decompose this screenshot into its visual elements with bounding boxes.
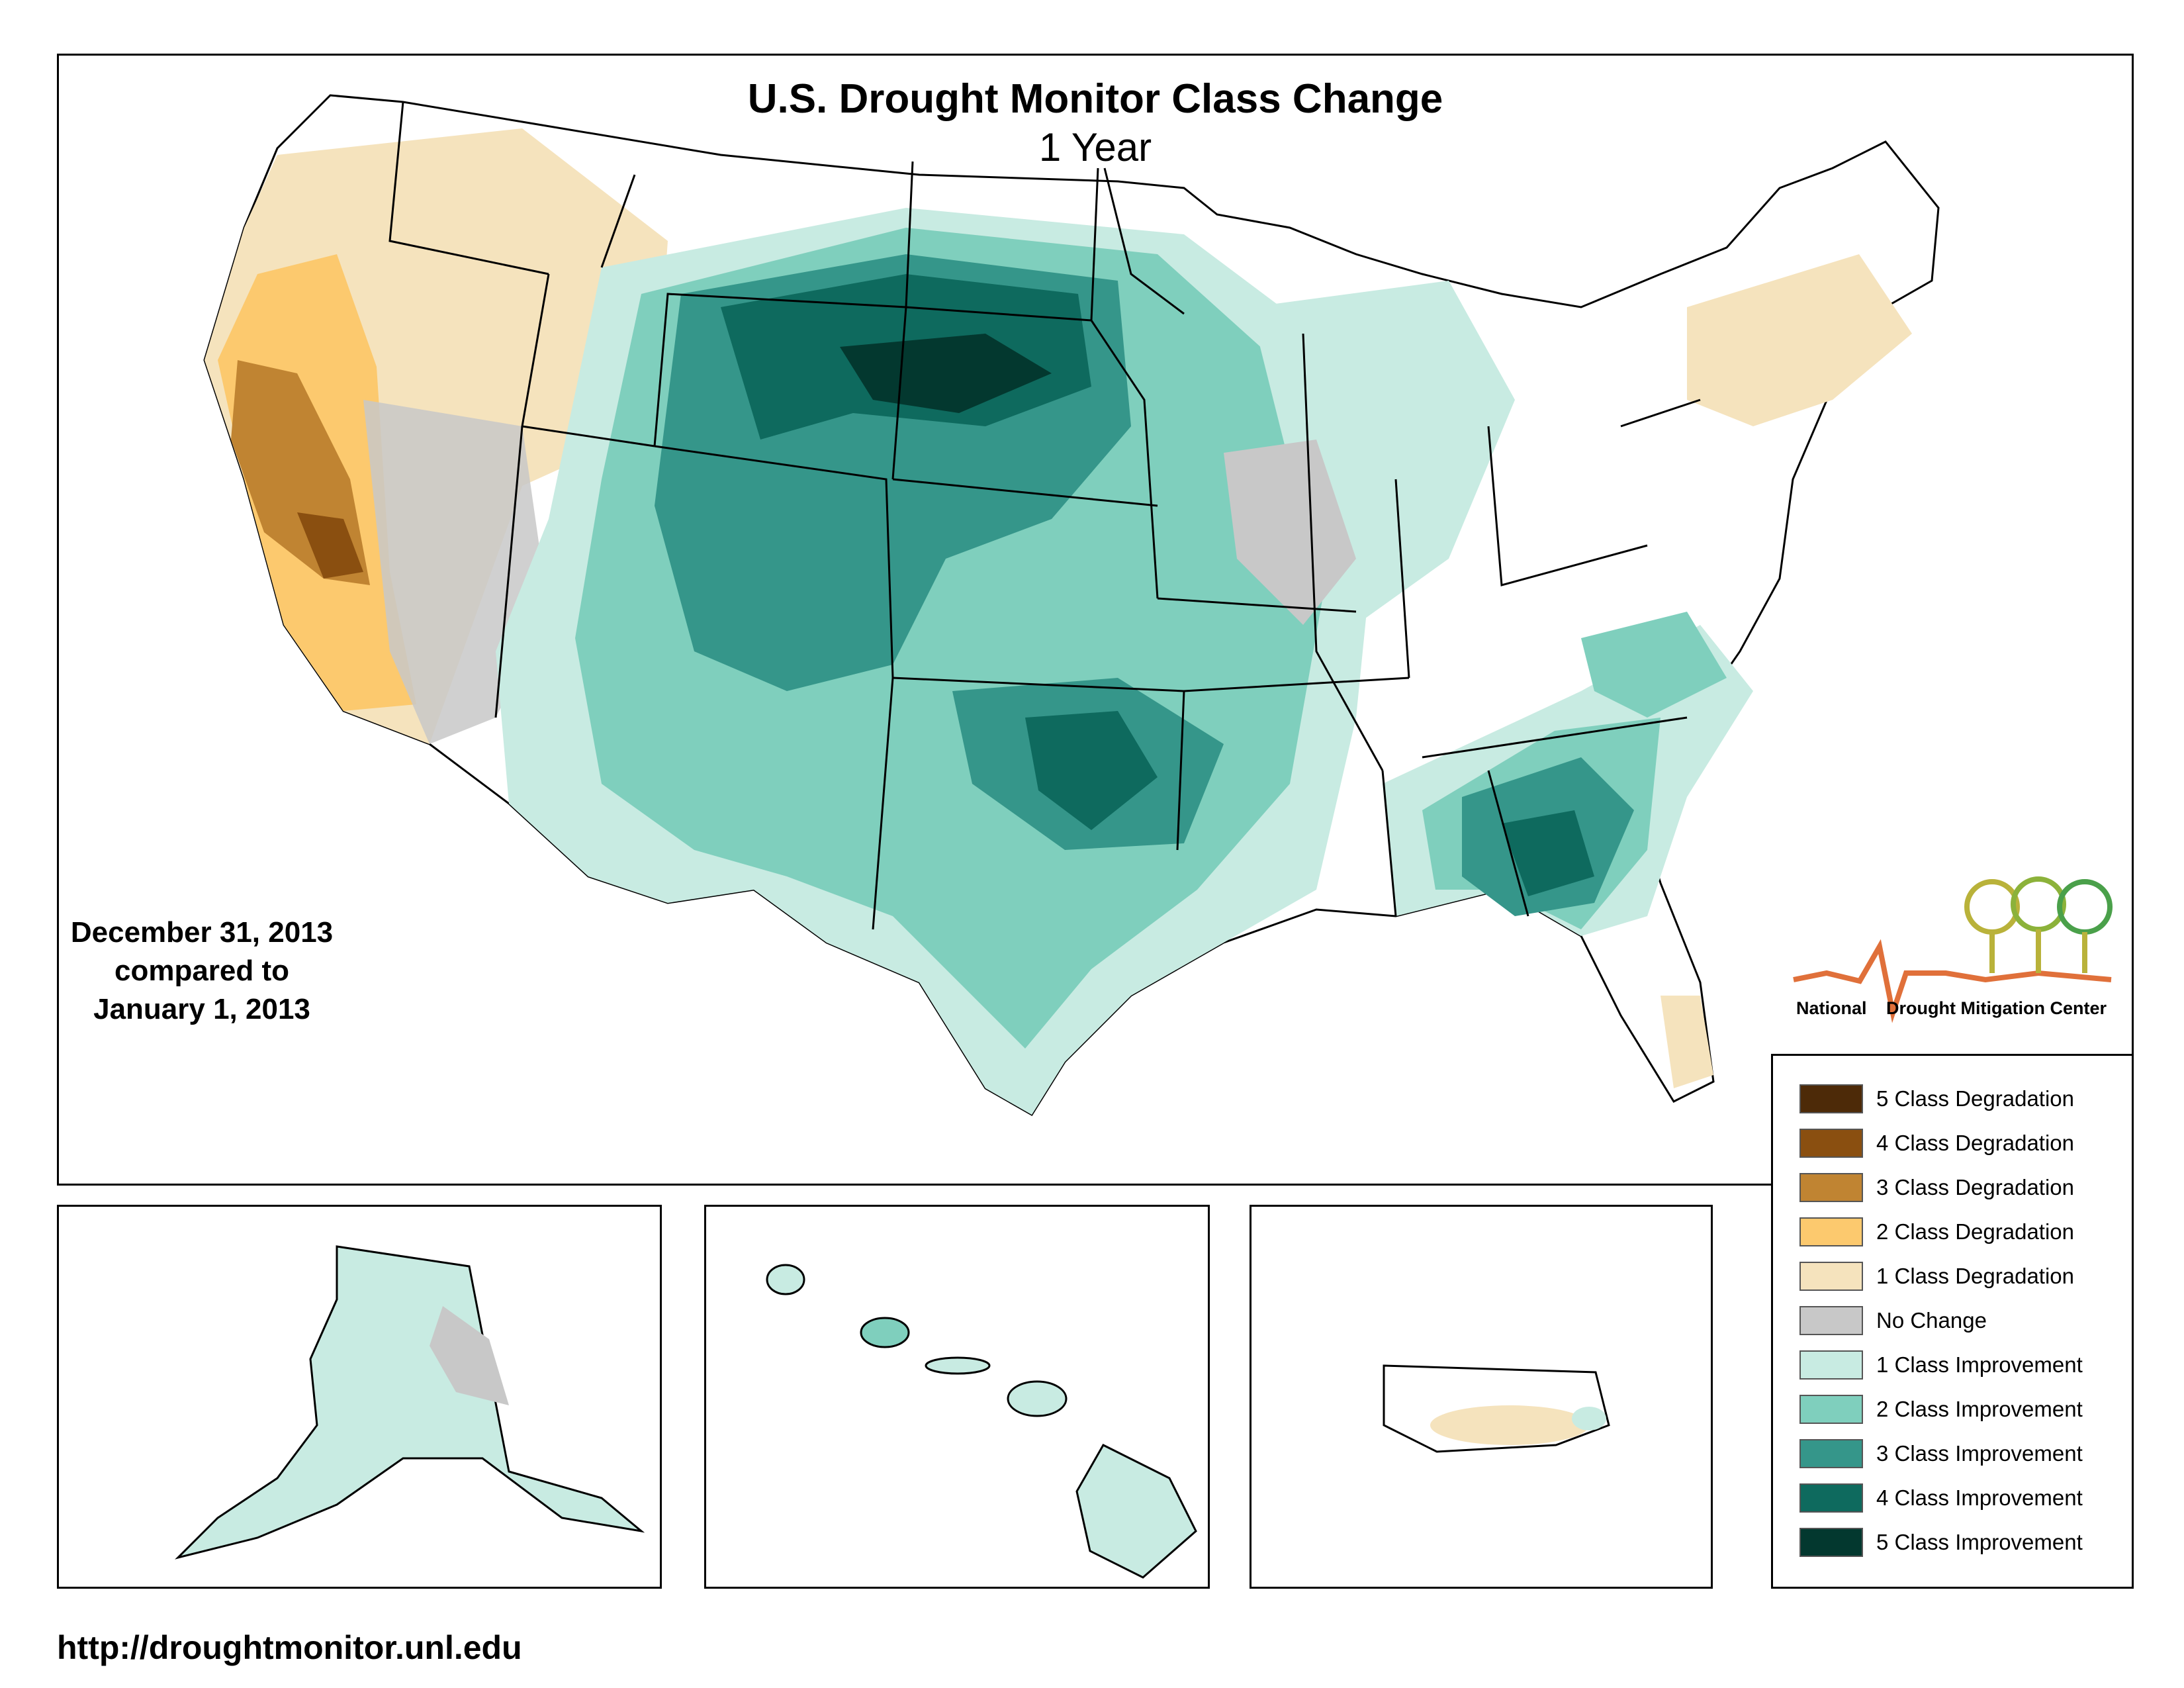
northeast-degradation-region [1687,254,1912,426]
legend-swatch [1799,1483,1863,1513]
legend-swatch [1799,1528,1863,1557]
molokai-island [925,1356,991,1375]
legend-swatch [1799,1395,1863,1424]
midwest-nochange-region [1224,440,1356,625]
legend-label: 3 Class Improvement [1876,1441,2083,1466]
legend-swatch [1799,1173,1863,1202]
conus-map: U.S. Drought Monitor Class Change 1 Year [203,76,1940,1117]
alaska-outline [175,1245,645,1560]
legend-item: 1 Class Improvement [1799,1348,2083,1382]
maui-island [1007,1380,1068,1417]
legend-swatch [1799,1306,1863,1335]
hawaii-inset [704,1205,1210,1589]
conus-map-panel: U.S. Drought Monitor Class Change 1 Year [57,54,2134,1186]
south-dakota-5class-region [840,334,1052,413]
puerto-rico-map [1383,1364,1610,1453]
legend-label: 2 Class Improvement [1876,1397,2083,1421]
legend-item: 2 Class Improvement [1799,1393,2083,1426]
legend-label: No Change [1876,1308,1987,1333]
legend-label: 4 Class Improvement [1876,1485,2083,1510]
legend-item: 3 Class Improvement [1799,1437,2083,1470]
date-line-1: December 31, 2013 [70,916,334,949]
legend-swatch [1799,1129,1863,1158]
alaska-map [175,1245,645,1560]
oklahoma-4class-region [1025,711,1158,830]
legend-label: 1 Class Improvement [1876,1352,2083,1377]
map-title: U.S. Drought Monitor Class Change [747,76,1443,122]
legend-item: 5 Class Improvement [1799,1526,2083,1559]
legend-label: 5 Class Degradation [1876,1086,2074,1111]
legend-label: 1 Class Degradation [1876,1264,2074,1288]
legend-label: 4 Class Degradation [1876,1131,2074,1155]
legend-item: 2 Class Degradation [1799,1215,2074,1248]
ndmc-logo-graphic [1793,876,2113,1023]
big-island [1075,1444,1197,1579]
legend-swatch [1799,1084,1863,1113]
legend-swatch [1799,1439,1863,1468]
date-line-3: January 1, 2013 [93,993,310,1025]
legend-swatch [1799,1262,1863,1291]
legend-item: 3 Class Degradation [1799,1171,2074,1204]
alaska-inset [57,1205,662,1589]
legend: 5 Class Degradation 4 Class Degradation … [1771,1054,2134,1589]
legend-swatch [1799,1350,1863,1380]
legend-label: 5 Class Improvement [1876,1530,2083,1554]
legend-item: 5 Class Degradation [1799,1082,2074,1115]
map-subtitle: 1 Year [1038,125,1152,169]
ndmc-logo-text-national: National [1796,998,1867,1018]
legend-item: 1 Class Degradation [1799,1260,2074,1293]
legend-item: 4 Class Degradation [1799,1127,2074,1160]
puerto-rico-improvement-region [1572,1407,1606,1430]
hawaii-map [766,1264,1197,1579]
legend-label: 3 Class Degradation [1876,1175,2074,1199]
legend-label: 2 Class Degradation [1876,1219,2074,1244]
state-borders [388,101,1701,930]
source-url[interactable]: http://droughtmonitor.unl.edu [57,1629,522,1666]
legend-item: No Change [1799,1304,1987,1337]
georgia-4class-region [1502,810,1594,896]
carolinas-3class-region [1581,612,1727,718]
ndmc-logo: National Drought Mitigation Center [1787,874,2124,1046]
florida-degradation-region [1661,996,1713,1088]
date-comparison: December 31, 2013 compared to January 1,… [60,914,344,1029]
california-4class-region [297,512,363,579]
puerto-rico-inset [1250,1205,1713,1589]
ndmc-logo-text-center: Drought Mitigation Center [1886,998,2107,1018]
date-line-2: compared to [114,955,290,987]
legend-swatch [1799,1217,1863,1246]
alaska-nochange-region [430,1306,509,1405]
legend-item: 4 Class Improvement [1799,1481,2083,1515]
oahu-island [860,1317,910,1348]
puerto-rico-degradation-region [1430,1405,1589,1445]
kauai-island [766,1264,805,1295]
